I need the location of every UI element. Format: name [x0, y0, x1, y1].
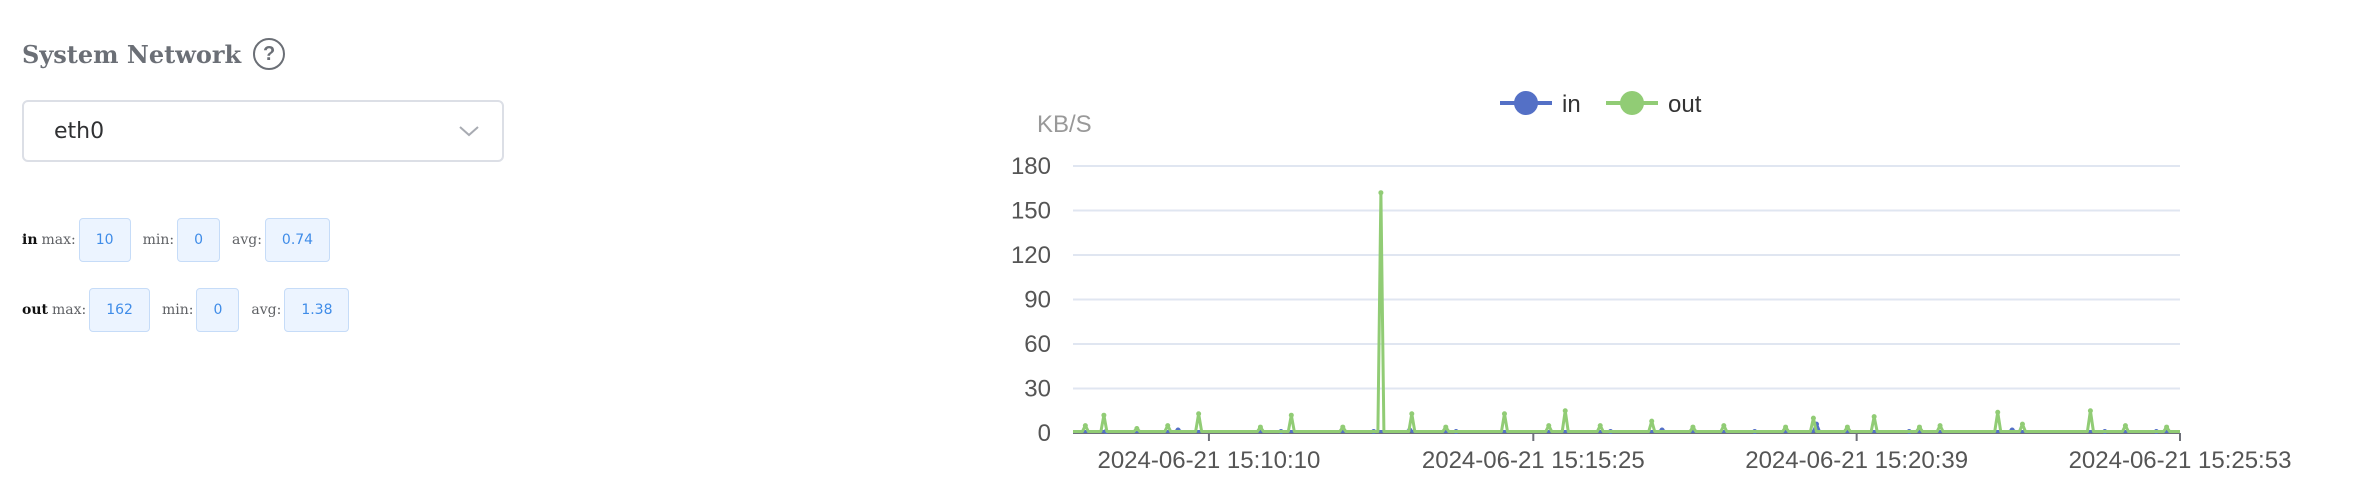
data-point-out [1502, 411, 1507, 416]
y-tick-label: 90 [1024, 287, 1051, 314]
x-tick-label: 2024-06-21 15:15:25 [1422, 447, 1645, 474]
data-point-out [1721, 423, 1726, 428]
data-point-out [2123, 423, 2128, 428]
y-tick-label: 120 [1011, 242, 1051, 269]
data-point-out [1811, 416, 1816, 421]
x-tick-label: 2024-06-21 15:10:10 [1097, 447, 1320, 474]
y-tick-label: 150 [1011, 198, 1051, 225]
y-tick-label: 60 [1024, 331, 1051, 358]
data-point-out [1165, 423, 1170, 428]
data-point-out [2088, 408, 2093, 413]
data-point-out [1845, 425, 1850, 430]
data-point-out [1258, 425, 1263, 430]
data-point-out [1598, 423, 1603, 428]
y-tick-label: 180 [1011, 153, 1051, 180]
legend-item-in[interactable]: in [1500, 91, 1581, 118]
data-point-out [1546, 423, 1551, 428]
data-point-out [1563, 408, 1568, 413]
data-point-out [2020, 422, 2025, 427]
data-point-out [1134, 426, 1139, 431]
y-tick-label: 0 [1038, 420, 1051, 447]
data-point-out [1409, 411, 1414, 416]
data-point-out [1101, 413, 1106, 418]
data-point-out [1690, 425, 1695, 430]
data-point-out [1917, 425, 1922, 430]
data-point-out [2164, 425, 2169, 430]
data-point-out [1083, 423, 1088, 428]
data-point-out [1289, 413, 1294, 418]
data-point-out [1995, 410, 2000, 415]
legend-label: in [1562, 91, 1581, 118]
legend-marker [1620, 91, 1644, 115]
data-point-out [1649, 419, 1654, 424]
data-point-out [1783, 425, 1788, 430]
series-line-out [1073, 193, 2180, 432]
data-point-out [1938, 423, 1943, 428]
x-tick-label: 2024-06-21 15:20:39 [1745, 447, 1968, 474]
y-axis-label: KB/S [1037, 111, 1092, 138]
data-point-out [1196, 411, 1201, 416]
legend-label: out [1668, 91, 1702, 118]
data-point-out [1340, 425, 1345, 430]
data-point-out [1872, 414, 1877, 419]
data-point-out [1378, 190, 1383, 195]
legend-item-out[interactable]: out [1606, 91, 1702, 118]
x-tick-label: 2024-06-21 15:25:53 [2069, 447, 2292, 474]
data-point-out [1443, 425, 1448, 430]
legend-marker [1514, 91, 1538, 115]
y-tick-label: 30 [1024, 376, 1051, 403]
